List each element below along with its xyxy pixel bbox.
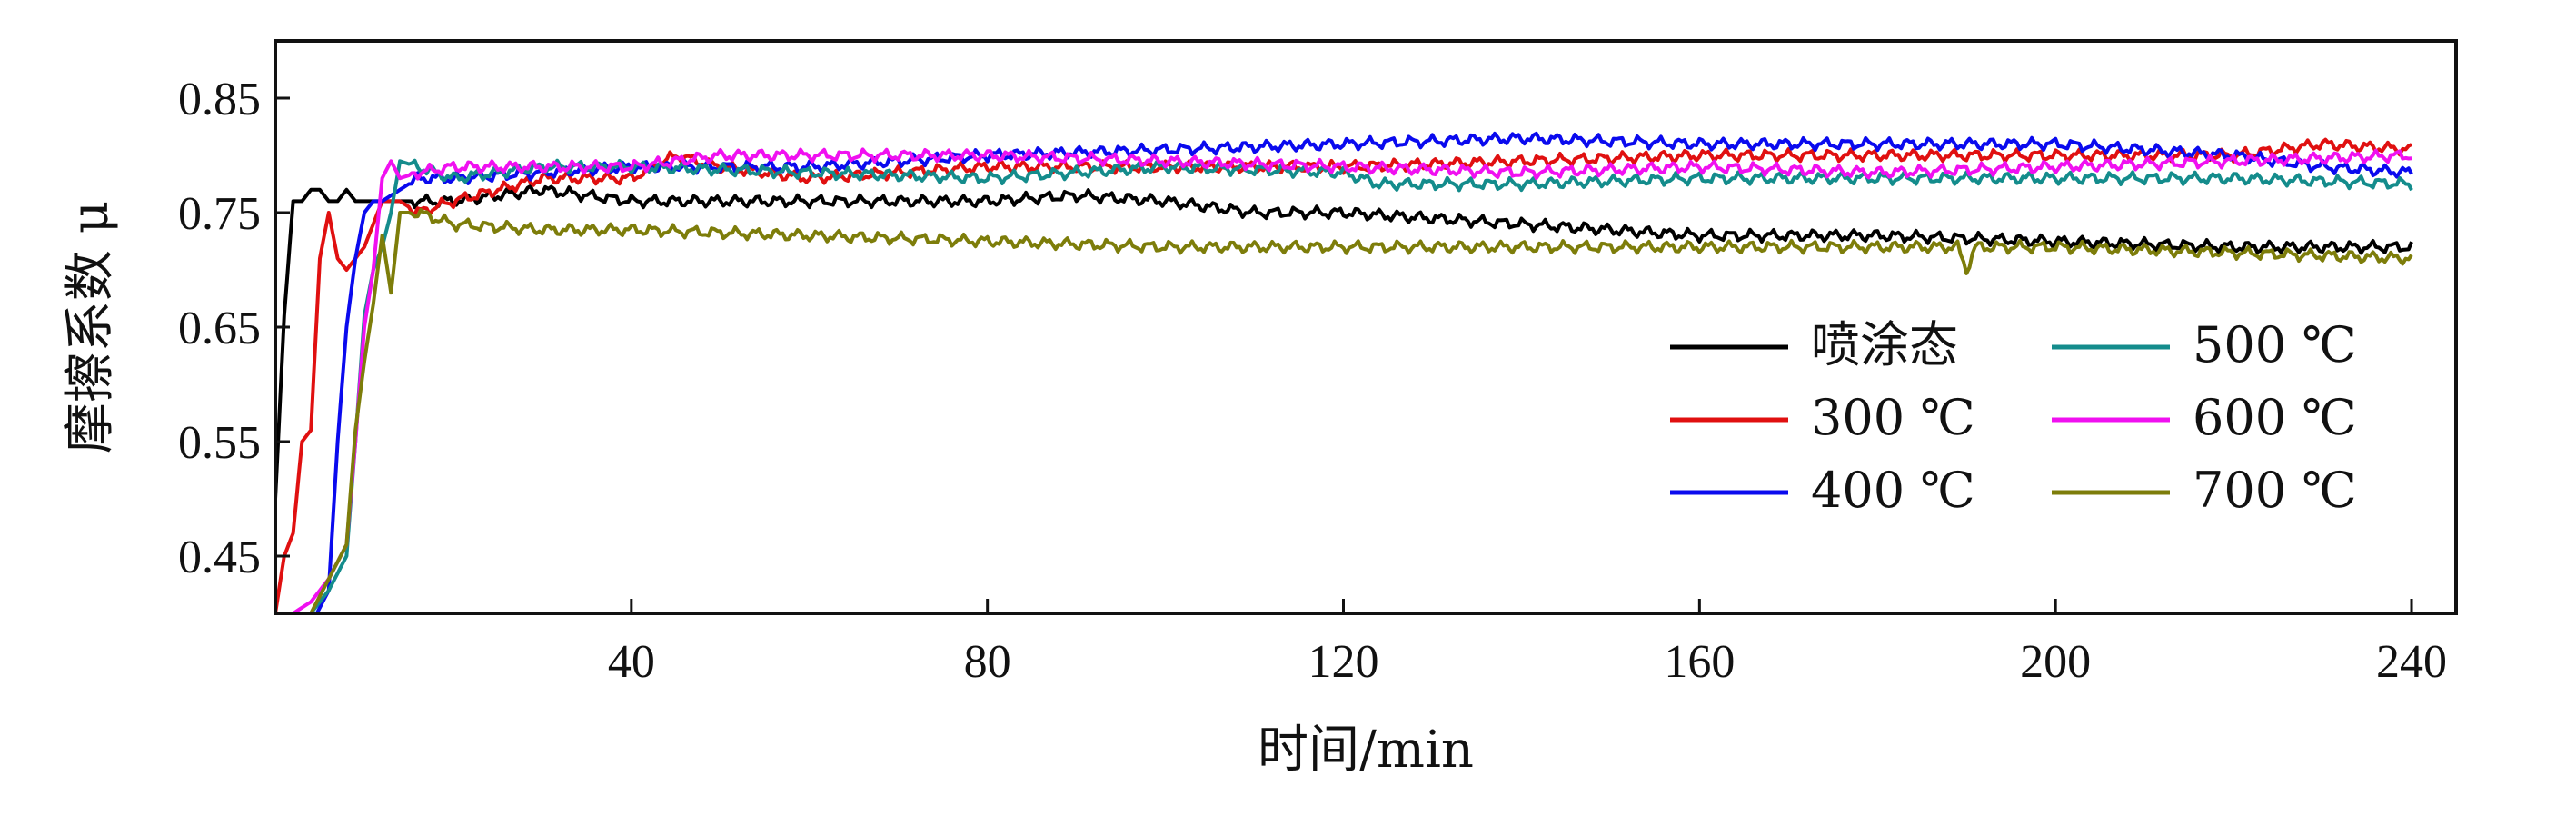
legend-label: 喷涂态 xyxy=(1811,316,1958,373)
x-tick-label: 120 xyxy=(1308,636,1379,688)
legend-label: 700 ℃ xyxy=(2193,462,2357,519)
plot-frame xyxy=(274,39,2458,615)
y-tick-label: 0.45 xyxy=(178,532,261,583)
legend-label: 500 ℃ xyxy=(2193,316,2357,373)
x-tick-label: 160 xyxy=(1664,636,1735,688)
x-tick-label: 240 xyxy=(2376,636,2447,688)
y-tick-label: 0.65 xyxy=(178,303,261,354)
x-tick-label: 80 xyxy=(964,636,1011,688)
series-line-6 xyxy=(308,208,2413,613)
legend-label: 300 ℃ xyxy=(1811,389,1975,446)
x-axis-label: 时间/min xyxy=(1258,721,1474,780)
legend-label: 400 ℃ xyxy=(1811,462,1975,519)
x-tick-label: 200 xyxy=(2020,636,2091,688)
y-axis-label: 摩擦系数 μ xyxy=(61,201,120,453)
x-axis-ticks: 40 80 120 160 200 240 xyxy=(608,599,2447,688)
series-line-2 xyxy=(275,137,2412,613)
y-tick-label: 0.85 xyxy=(178,74,261,125)
y-tick-label: 0.75 xyxy=(178,188,261,240)
y-tick-label: 0.55 xyxy=(178,417,261,469)
x-tick-label: 40 xyxy=(608,636,655,688)
series-line-5 xyxy=(291,147,2412,613)
series-line-4 xyxy=(308,158,2413,613)
legend-label: 600 ℃ xyxy=(2193,389,2357,446)
legend: 喷涂态 300 ℃ 400 ℃ 500 ℃ 600 ℃ 700 ℃ xyxy=(1670,316,2357,519)
y-axis-ticks: 0.45 0.55 0.65 0.75 0.85 xyxy=(178,74,290,583)
series-line-1 xyxy=(275,184,2413,500)
series-layer xyxy=(275,131,2413,613)
